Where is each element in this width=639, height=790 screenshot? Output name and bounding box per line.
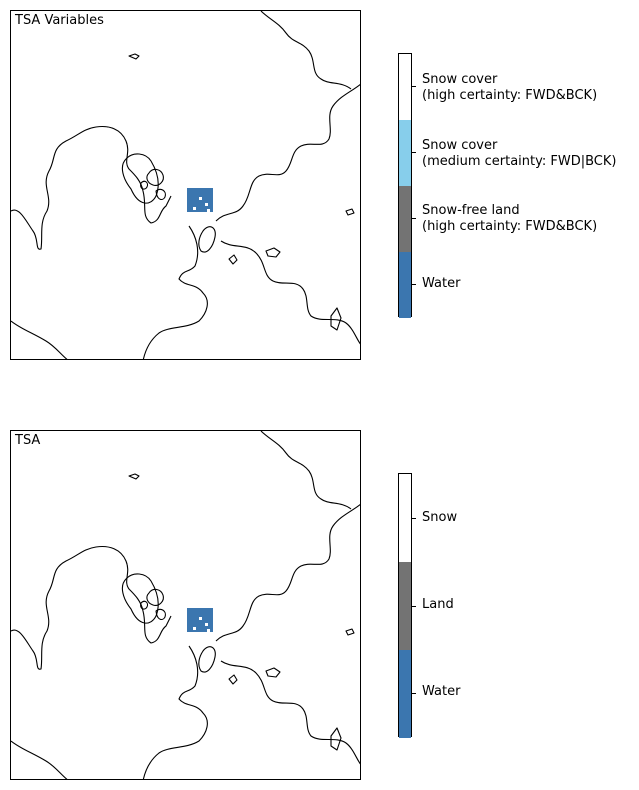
map-panel-top: TSA Variables <box>10 10 361 360</box>
coastline-island-5 <box>228 674 238 685</box>
coastline-island-5 <box>228 254 238 265</box>
colorbar-segment-land <box>399 186 411 252</box>
coastlines <box>11 11 360 359</box>
coastline-siberia <box>220 240 360 345</box>
coastline-archipelago <box>140 588 166 621</box>
snow-pixel <box>207 209 210 212</box>
coastline-europe <box>142 225 208 359</box>
polar-map-top <box>11 11 360 359</box>
coastline-archipelago <box>140 168 166 201</box>
coastline-scandinavia <box>198 226 216 253</box>
colorbar-segment-land <box>399 562 411 650</box>
coastline-americas <box>11 545 172 670</box>
colorbar-top <box>398 53 416 318</box>
legend-label-snow-free-land: Snow-free land (high certainty: FWD&BCK) <box>422 203 598 234</box>
snow-pixel <box>207 629 210 632</box>
legend-label-snow-medium: Snow cover (medium certainty: FWD|BCK) <box>422 138 617 169</box>
legend-label-water: Water <box>422 684 461 699</box>
coastline-island-4 <box>345 208 355 216</box>
coastlines <box>11 431 360 779</box>
coastline-island-2 <box>265 667 281 678</box>
colorbar-segment-snow-medium <box>399 120 411 186</box>
snow-pixel <box>205 623 208 626</box>
colorbar-tick <box>412 693 416 694</box>
map-panel-bottom: TSA <box>10 430 361 780</box>
colorbar-tick <box>412 218 416 219</box>
coastline-greenland <box>121 153 159 204</box>
colorbar-segment-snow-high <box>399 54 411 120</box>
snow-pixel <box>193 207 196 210</box>
panel-title: TSA <box>15 433 41 448</box>
coastline-island-3 <box>330 727 342 751</box>
colorbar-tick <box>412 284 416 285</box>
colorbar-segment-snow <box>399 474 411 562</box>
colorbar-tick <box>412 606 416 607</box>
panel-title: TSA Variables <box>15 13 104 28</box>
snow-pixel <box>199 197 202 200</box>
coastline-island-4 <box>345 628 355 636</box>
colorbar-tick <box>412 152 416 153</box>
legend-label-water: Water <box>422 276 461 291</box>
coastline-island-1 <box>128 53 140 60</box>
snow-pixel <box>205 203 208 206</box>
snow-data-pixels <box>187 608 213 632</box>
coastline-scandinavia <box>198 646 216 673</box>
coastline-greenland <box>121 573 159 624</box>
coastline-island-1 <box>128 473 140 480</box>
coastline-west <box>11 740 68 779</box>
coastline-island-2 <box>265 247 281 258</box>
legend-label-snow-high: Snow cover (high certainty: FWD&BCK) <box>422 72 598 103</box>
coastline-asia <box>215 503 360 642</box>
coastline-europe <box>142 645 208 779</box>
coastline-americas <box>11 125 172 250</box>
coastline-north <box>260 11 352 90</box>
coastline-siberia <box>220 660 360 765</box>
snow-data-pixels <box>187 188 213 212</box>
coastline-north <box>260 431 352 510</box>
colorbar-tick <box>412 86 416 87</box>
coastline-west <box>11 320 68 359</box>
polar-map-bottom <box>11 431 360 779</box>
colorbar-bottom <box>398 473 416 738</box>
colorbar-segment-water <box>399 252 411 318</box>
colorbar-segment-water <box>399 650 411 738</box>
snow-pixel <box>193 627 196 630</box>
legend-label-land: Land <box>422 597 454 612</box>
coastline-asia <box>215 83 360 222</box>
coastline-island-3 <box>330 307 342 331</box>
snow-pixel <box>199 617 202 620</box>
legend-label-snow: Snow <box>422 510 458 525</box>
colorbar-tick <box>412 518 416 519</box>
